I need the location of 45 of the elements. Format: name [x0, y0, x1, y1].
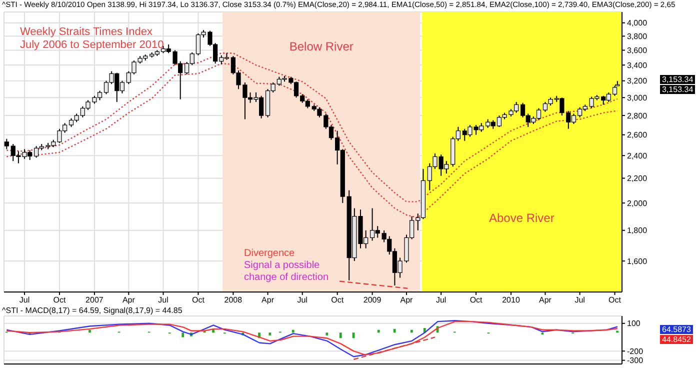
y-tick-label: 4,000 [627, 18, 648, 28]
x-tick-label: Jul [158, 296, 169, 305]
annotation: July 2006 to September 2010 [20, 39, 164, 52]
y-tick-label: 3,600 [627, 46, 648, 56]
x-tick-label: Jul [297, 296, 308, 305]
x-tick-label: Jul [436, 296, 446, 305]
y-tick-label: -300 [627, 356, 644, 366]
x-tick-label: Oct [470, 296, 484, 305]
band-label: Below River [289, 40, 354, 54]
y-tick-label: 100 [627, 319, 641, 328]
x-tick-label: Oct [331, 296, 344, 305]
y-tick-label: 3,400 [627, 60, 648, 70]
text: 44.8452 [660, 335, 693, 344]
y-tick-label: -200 [627, 346, 644, 356]
y-tick-label: 1,800 [627, 226, 648, 236]
annotation: Weekly Straits Times Index [20, 26, 152, 39]
y-tick-label: 2,600 [627, 130, 648, 140]
x-tick-label: Oct [53, 296, 66, 305]
x-tick-label: Oct [608, 296, 622, 305]
y-tick-label: 3,000 [627, 93, 648, 102]
annotation: Signal a possible change of direction [244, 260, 330, 283]
y-tick-label: 3,800 [627, 32, 648, 41]
x-tick-label: 2010 [502, 296, 520, 305]
x-tick-label: 2007 [86, 296, 104, 305]
x-tick-label: Apr [400, 296, 414, 305]
y-tick-label: 2,000 [627, 198, 648, 208]
y-tick-label: 2,200 [627, 174, 648, 184]
y-tick-label: 1,600 [627, 256, 648, 266]
text: 64.5873 [660, 325, 693, 334]
x-tick-label: 2009 [363, 296, 382, 305]
x-tick-label: Jul [574, 296, 586, 305]
band-label: Above River [488, 211, 554, 225]
text: 3,153.34 [660, 75, 696, 84]
x-tick-label: 2008 [224, 296, 243, 305]
y-tick-label: 2,800 [627, 111, 648, 120]
x-tick-label: Apr [539, 296, 552, 305]
text: 3,153.34 [660, 85, 696, 94]
x-tick-label: Apr [122, 296, 136, 305]
annotation: Divergence [244, 248, 295, 260]
y-tick-label: 2,400 [627, 151, 648, 160]
x-tick-label: Jul [19, 296, 30, 305]
x-tick-label: Apr [262, 296, 274, 305]
y-tick-label: 3,200 [627, 76, 648, 86]
chart-title: ^STI - MACD(8,17) = 64.59, Signal(8,17,9) = 44.85 [2, 306, 182, 316]
x-tick-label: Oct [192, 296, 206, 305]
